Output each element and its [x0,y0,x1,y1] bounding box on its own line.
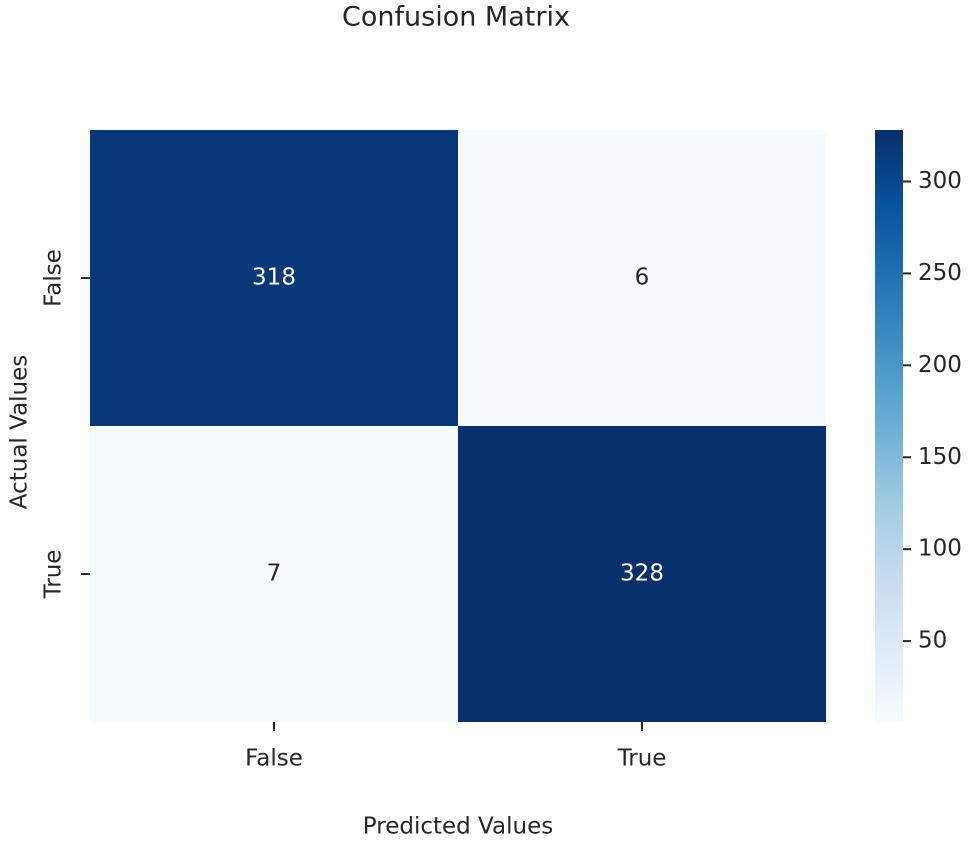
colorbar-tick-label: 100 [918,536,962,562]
x-axis-label: Predicted Values [363,814,553,840]
heatmap-cell [90,130,458,426]
colorbar [875,130,903,722]
cell-label: 328 [620,561,664,587]
colorbar-tick-label: 50 [918,628,947,654]
colorbar-tick-label: 300 [918,168,962,194]
x-tick-label: False [245,746,303,772]
y-axis-label: Actual Values [7,355,33,510]
colorbar-tick-label: 200 [918,352,962,378]
cell-label: 6 [635,265,650,291]
heatmap-cell [458,426,826,722]
colorbar-tick-label: 250 [918,260,962,286]
y-tick-label: False [41,249,67,307]
cell-label: 7 [267,561,282,587]
heatmap-cell [458,130,826,426]
chart-title: Confusion Matrix [342,2,570,33]
cell-label: 318 [252,265,296,291]
heatmap-cell [90,426,458,722]
x-tick-label: True [617,746,667,772]
colorbar-tick-label: 150 [918,444,962,470]
y-tick-label: True [41,550,67,600]
